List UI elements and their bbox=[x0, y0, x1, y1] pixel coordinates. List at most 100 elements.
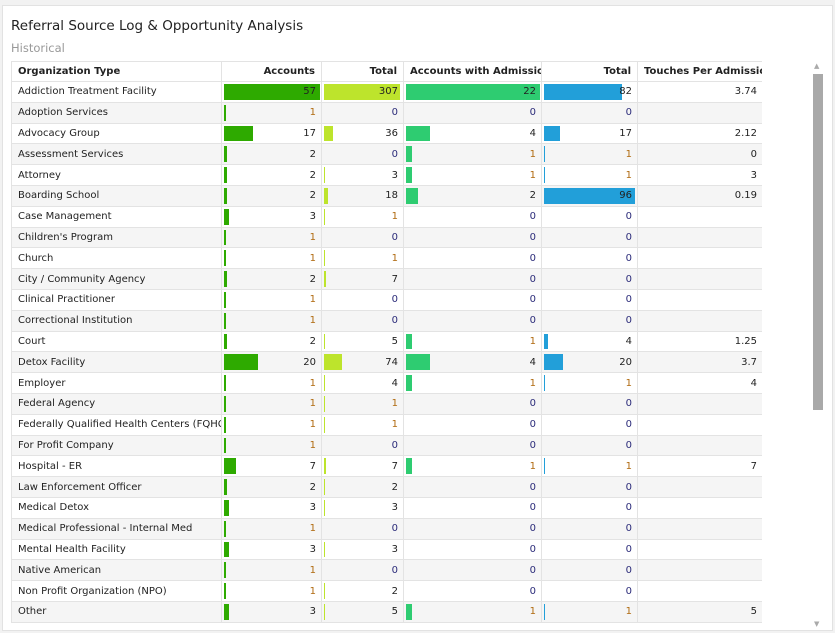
bar-admissions bbox=[406, 333, 413, 350]
cell-admissions: 1 bbox=[403, 143, 542, 166]
table-row[interactable]: Boarding School 2 18 2 96 0.19 bbox=[11, 184, 762, 207]
bar-total bbox=[324, 499, 325, 516]
cell-total: 3 bbox=[321, 496, 404, 519]
cell-touches-per-admission bbox=[637, 413, 762, 436]
bar-accounts bbox=[224, 229, 226, 246]
cell-value: 1 bbox=[529, 377, 536, 389]
cell-admissions: 0 bbox=[403, 101, 542, 124]
cell-touches-per-admission: 5 bbox=[637, 600, 762, 623]
table-row[interactable]: Medical Professional - Internal Med 1 0 0 0 bbox=[11, 517, 762, 540]
cell-touches-per-admission bbox=[637, 205, 762, 228]
cell-touches-per-admission bbox=[637, 268, 762, 290]
cell-admissions: 4 bbox=[403, 122, 542, 145]
header-accounts[interactable]: Accounts bbox=[221, 61, 322, 82]
bar-accounts bbox=[224, 583, 226, 599]
table-row[interactable]: Adoption Services 1 0 0 0 bbox=[11, 101, 762, 124]
cell-value: 2 bbox=[309, 169, 316, 181]
cell-accounts: 3 bbox=[221, 205, 322, 228]
header-admission-total[interactable]: Total bbox=[541, 61, 638, 82]
table-row[interactable]: City / Community Agency 2 7 0 0 bbox=[11, 268, 762, 290]
table-row[interactable]: Court 2 5 1 4 1.25 bbox=[11, 330, 762, 353]
table-row[interactable]: Mental Health Facility 3 3 0 0 bbox=[11, 538, 762, 561]
cell-admissions: 0 bbox=[403, 288, 542, 311]
bar-accounts bbox=[224, 354, 258, 371]
vertical-scrollbar[interactable]: ▲ ▼ bbox=[813, 62, 823, 628]
table-row[interactable]: Case Management 3 1 0 0 bbox=[11, 205, 762, 228]
header-touches-per-admission[interactable]: Touches Per Admission bbox=[637, 61, 762, 82]
visual-subtitle: Historical bbox=[11, 41, 65, 55]
cell-value: 0 bbox=[625, 419, 632, 431]
cell-admission-total: 0 bbox=[541, 288, 638, 311]
scroll-up-icon[interactable]: ▲ bbox=[814, 62, 820, 70]
header-total[interactable]: Total bbox=[321, 61, 404, 82]
header-accounts-with-admissions[interactable]: Accounts with Admissions bbox=[403, 61, 542, 82]
scrollbar-thumb[interactable] bbox=[813, 74, 823, 410]
cell-value: 20 bbox=[303, 356, 316, 368]
cell-admissions: 4 bbox=[403, 351, 542, 374]
bar-accounts bbox=[224, 333, 228, 350]
cell-admission-total: 0 bbox=[541, 392, 638, 415]
table-row[interactable]: For Profit Company 1 0 0 0 bbox=[11, 434, 762, 457]
table-row[interactable]: Correctional Institution 1 0 0 0 bbox=[11, 309, 762, 332]
cell-value: 1 bbox=[391, 211, 398, 223]
bar-total bbox=[324, 250, 325, 267]
cell-value: 3 bbox=[309, 211, 316, 223]
table-row[interactable]: Employer 1 4 1 1 4 bbox=[11, 372, 762, 394]
table-row[interactable]: Children's Program 1 0 0 0 bbox=[11, 226, 762, 249]
cell-accounts: 1 bbox=[221, 559, 322, 582]
table-row[interactable]: Church 1 1 0 0 bbox=[11, 247, 762, 270]
cell-organization-type: Correctional Institution bbox=[11, 309, 222, 332]
cell-value: 4 bbox=[625, 335, 632, 347]
table-row[interactable]: Addiction Treatment Facility 57 307 22 82 3.7… bbox=[11, 81, 762, 103]
bar-total bbox=[324, 458, 326, 475]
cell-value: 4 bbox=[391, 377, 398, 389]
table-row[interactable]: Law Enforcement Officer 2 2 0 0 bbox=[11, 476, 762, 498]
bar-total bbox=[324, 541, 325, 558]
table-row[interactable]: Non Profit Organization (NPO) 1 2 0 0 bbox=[11, 580, 762, 602]
table-row[interactable]: Clinical Practitioner 1 0 0 0 bbox=[11, 288, 762, 311]
table-row[interactable]: Medical Detox 3 3 0 0 bbox=[11, 496, 762, 519]
table-row[interactable]: Other 3 5 1 1 5 bbox=[11, 600, 762, 623]
bar-admission-total bbox=[544, 375, 545, 391]
table-row[interactable]: Attorney 2 3 1 1 3 bbox=[11, 164, 762, 186]
cell-admission-total: 0 bbox=[541, 226, 638, 249]
cell-admission-total: 0 bbox=[541, 247, 638, 270]
cell-value: 0 bbox=[625, 398, 632, 410]
cell-admissions: 0 bbox=[403, 392, 542, 415]
header-organization-type[interactable]: Organization Type bbox=[11, 61, 222, 82]
cell-value: 3 bbox=[309, 543, 316, 555]
table-row[interactable]: Federally Qualified Health Centers (FQHC… bbox=[11, 413, 762, 436]
cell-total: 0 bbox=[321, 101, 404, 124]
table-row[interactable]: Native American 1 0 0 0 bbox=[11, 559, 762, 582]
bar-admissions bbox=[406, 167, 413, 183]
cell-value: 22 bbox=[523, 86, 536, 98]
table-row[interactable]: Detox Facility 20 74 4 20 3.7 bbox=[11, 351, 762, 374]
cell-admission-total: 1 bbox=[541, 455, 638, 478]
cell-total: 5 bbox=[321, 600, 404, 623]
cell-value: 0 bbox=[391, 107, 398, 119]
cell-accounts: 2 bbox=[221, 164, 322, 186]
cell-value: 0 bbox=[625, 481, 632, 493]
cell-total: 2 bbox=[321, 476, 404, 498]
cell-touches-per-admission bbox=[637, 288, 762, 311]
bar-total bbox=[324, 167, 325, 183]
cell-admission-total: 1 bbox=[541, 164, 638, 186]
cell-admission-total: 0 bbox=[541, 559, 638, 582]
cell-organization-type: Medical Detox bbox=[11, 496, 222, 519]
table-row[interactable]: Advocacy Group 17 36 4 17 2.12 bbox=[11, 122, 762, 145]
bar-accounts bbox=[224, 271, 228, 287]
cell-organization-type: Advocacy Group bbox=[11, 122, 222, 145]
cell-value: 7 bbox=[391, 460, 398, 472]
cell-touches-per-admission: 2.12 bbox=[637, 122, 762, 145]
scroll-down-icon[interactable]: ▼ bbox=[814, 620, 820, 628]
cell-admissions: 0 bbox=[403, 413, 542, 436]
cell-value: 2 bbox=[391, 585, 398, 597]
table-row[interactable]: Federal Agency 1 1 0 0 bbox=[11, 392, 762, 415]
table-row[interactable]: Assessment Services 2 0 1 1 0 bbox=[11, 143, 762, 166]
cell-admission-total: 0 bbox=[541, 517, 638, 540]
cell-accounts: 1 bbox=[221, 288, 322, 311]
bar-admissions bbox=[406, 187, 419, 204]
cell-accounts: 3 bbox=[221, 600, 322, 623]
table-row[interactable]: Hospital - ER 7 7 1 1 7 bbox=[11, 455, 762, 478]
cell-touches-per-admission: 4 bbox=[637, 372, 762, 394]
